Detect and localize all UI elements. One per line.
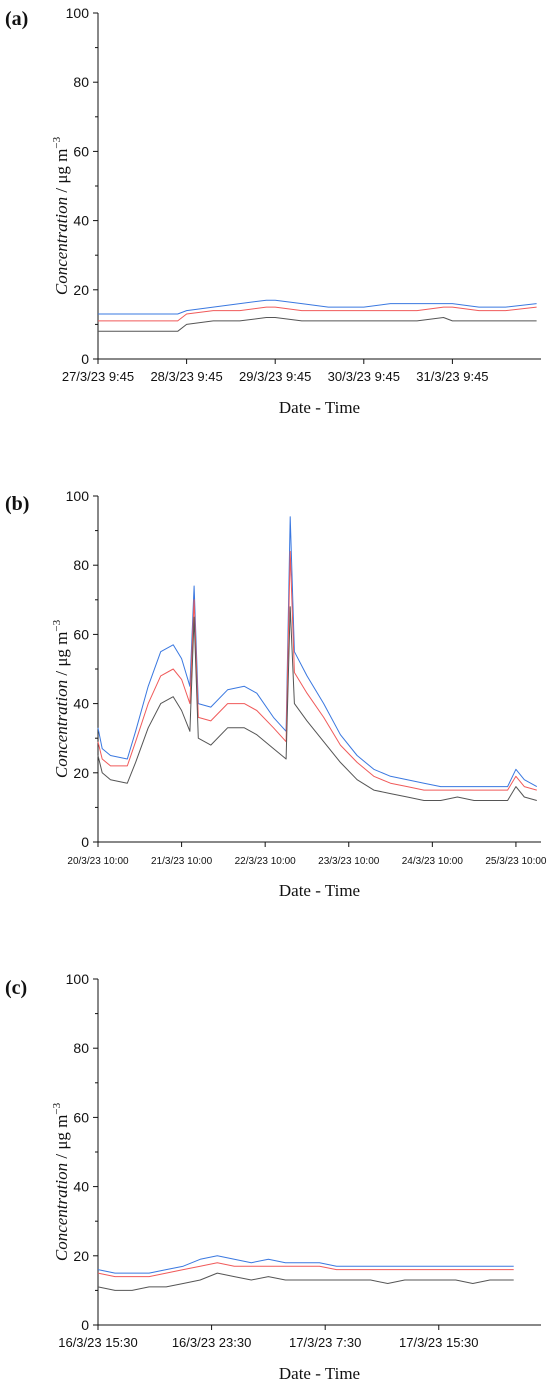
panel-label: (c) [5, 977, 27, 999]
y-tick-label: 20 [73, 765, 89, 781]
series-lower-line [97, 606, 537, 801]
y-tick-label: 20 [73, 282, 89, 298]
series-upper-line [97, 516, 538, 788]
x-axis-title: Date - Time [279, 881, 360, 900]
y-axis-title: Concentration / μg m−3 [51, 136, 71, 295]
y-tick-label: 60 [73, 1109, 89, 1125]
x-tick-label: 27/3/23 9:45 [62, 369, 134, 384]
panel-label: (a) [5, 8, 28, 30]
x-axis-title: Date - Time [279, 1364, 360, 1383]
x-tick-label: 20/3/23 10:00 [67, 856, 129, 867]
chart-panel-a: (a) 0 20 40 60 80 100 27/3/23 9:45 28/3/23 9:45 2… [5, 5, 541, 417]
y-axis-title-units: / μg m [52, 1115, 71, 1163]
y-axis-title: Concentration / μg m−3 [51, 619, 71, 778]
series-middle-line [98, 306, 537, 322]
x-tick-label: 29/3/23 9:45 [239, 369, 311, 384]
y-tick-label: 100 [66, 5, 90, 21]
y-tick-label: 80 [73, 1040, 89, 1056]
y-axis-title-superscript: −3 [51, 619, 63, 631]
x-tick-label: 17/3/23 7:30 [289, 1335, 361, 1350]
y-axis-title-superscript: −3 [51, 1102, 63, 1114]
series-lower-line [97, 1272, 514, 1291]
x-tick-label: 17/3/23 15:30 [399, 1335, 479, 1350]
x-tick-label: 23/3/23 10:00 [318, 856, 380, 867]
y-tick-label: 40 [73, 213, 89, 229]
y-axis-title-quantity: Concentration [52, 1163, 71, 1261]
panel-label: (b) [5, 493, 29, 515]
x-tick-label: 16/3/23 23:30 [172, 1335, 252, 1350]
series-upper-line [97, 1255, 514, 1274]
y-axis-title-superscript: −3 [51, 136, 63, 148]
chart-panel-c: (c) 0 20 40 60 80 100 16/3/23 15:30 16/3/23 23:3… [5, 971, 541, 1383]
x-tick-label: 31/3/23 9:45 [416, 369, 488, 384]
y-tick-label: 100 [66, 971, 90, 987]
x-tick-label: 24/3/23 10:00 [402, 856, 464, 867]
y-axis-title-units: / μg m [52, 149, 71, 197]
series-lower-line [98, 317, 537, 332]
y-tick-label: 80 [73, 557, 89, 573]
x-tick-label: 28/3/23 9:45 [150, 369, 222, 384]
x-tick-label: 22/3/23 10:00 [235, 856, 297, 867]
y-tick-label: 20 [73, 1248, 89, 1264]
x-tick-label: 30/3/23 9:45 [328, 369, 400, 384]
y-tick-label: 0 [81, 1317, 89, 1333]
y-axis-title-quantity: Concentration [52, 680, 71, 778]
x-tick-label: 16/3/23 15:30 [58, 1335, 138, 1350]
chart-panel-b: (b) 0 20 40 60 80 100 20/3/23 10:00 21/3/23 10:0… [5, 488, 547, 900]
y-axis-title-units: / μg m [52, 632, 71, 680]
y-tick-label: 40 [73, 696, 89, 712]
y-axis-title-quantity: Concentration [52, 197, 71, 295]
y-tick-label: 60 [73, 626, 89, 642]
y-tick-label: 60 [73, 143, 89, 159]
series-upper-line [98, 299, 537, 315]
y-tick-label: 0 [81, 351, 89, 367]
y-tick-label: 80 [73, 74, 89, 90]
x-axis-title: Date - Time [279, 398, 360, 417]
y-tick-label: 100 [66, 488, 90, 504]
series-middle-line [97, 1262, 514, 1278]
x-tick-label: 21/3/23 10:00 [151, 856, 213, 867]
y-tick-label: 0 [81, 834, 89, 850]
y-tick-label: 40 [73, 1179, 89, 1195]
series-middle-line [97, 550, 537, 791]
x-tick-label: 25/3/23 10:00 [485, 856, 547, 867]
y-axis-title: Concentration / μg m−3 [51, 1102, 71, 1261]
